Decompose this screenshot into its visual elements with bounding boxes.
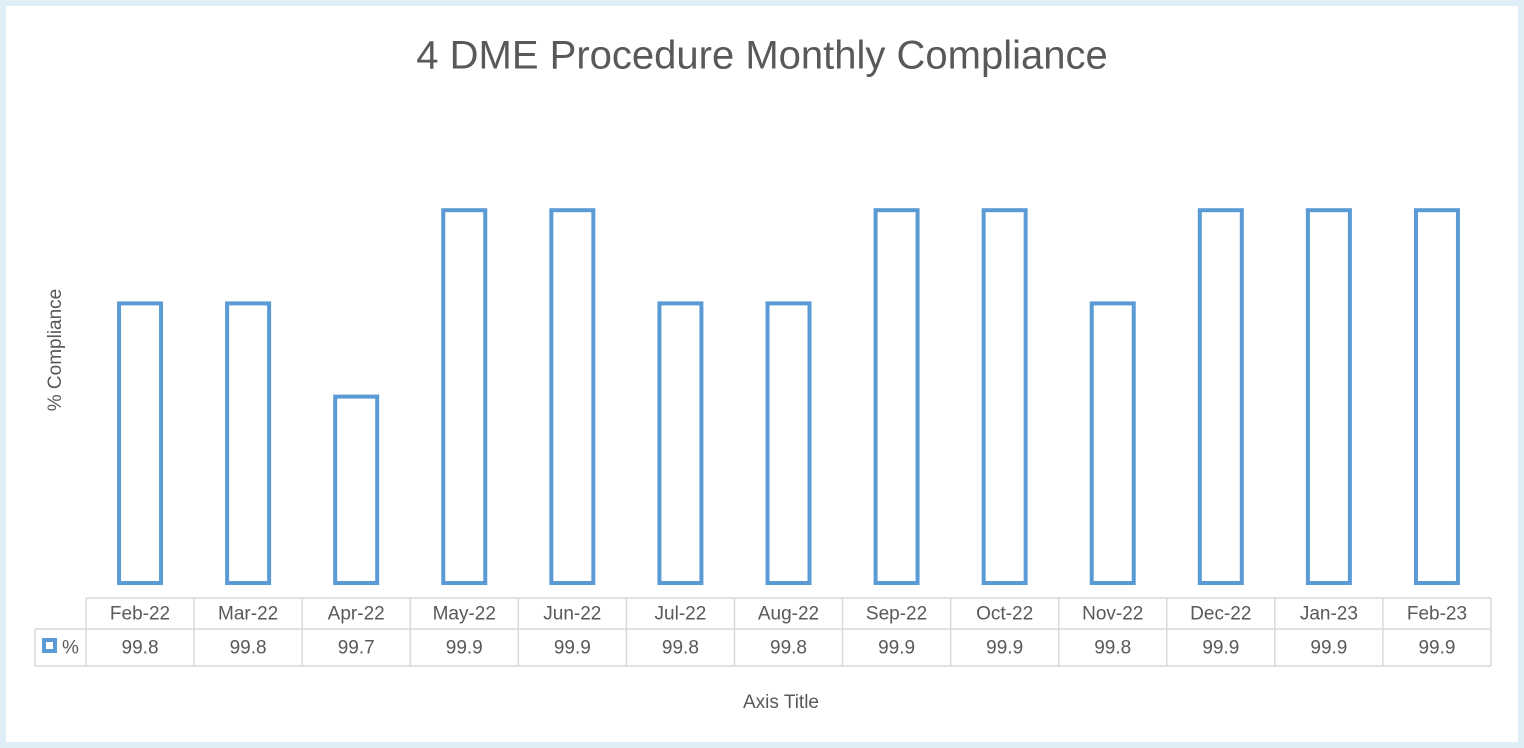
x-tick-label: May-22: [433, 604, 496, 625]
bar: [117, 301, 164, 585]
data-table-value: 99.8: [662, 638, 699, 659]
x-tick-label: Jul-22: [655, 604, 707, 625]
data-table-value: 99.8: [1094, 638, 1131, 659]
x-tick-label: Feb-23: [1407, 604, 1467, 625]
x-tick-label: Jan-23: [1300, 604, 1358, 625]
data-table-value: 99.9: [986, 638, 1023, 659]
bar: [1305, 208, 1352, 585]
bar: [441, 208, 488, 585]
x-tick-label: Jun-22: [543, 604, 601, 625]
x-axis-title: Axis Title: [743, 692, 819, 713]
x-tick-label: Nov-22: [1082, 604, 1143, 625]
data-table-value: 99.9: [1202, 638, 1239, 659]
data-table-value: 99.8: [122, 638, 159, 659]
data-table-value: 99.7: [338, 638, 375, 659]
x-tick-label: Mar-22: [218, 604, 278, 625]
y-axis-title: % Compliance: [45, 289, 66, 412]
data-table-value: 99.9: [554, 638, 591, 659]
bar: [1197, 208, 1244, 585]
x-tick-label: Feb-22: [110, 604, 170, 625]
bar: [765, 301, 812, 585]
x-tick-label: Sep-22: [866, 604, 927, 625]
chart-title: 4 DME Procedure Monthly Compliance: [416, 34, 1107, 78]
legend-label: %: [62, 638, 79, 659]
bar: [225, 301, 272, 585]
bar: [981, 208, 1028, 585]
data-table-value: 99.9: [878, 638, 915, 659]
x-tick-label: Dec-22: [1190, 604, 1251, 625]
bar: [1089, 301, 1136, 585]
data-table-value: 99.8: [770, 638, 807, 659]
bar: [873, 208, 920, 585]
x-tick-label: Oct-22: [976, 604, 1033, 625]
x-tick-label: Aug-22: [758, 604, 819, 625]
data-table-value: 99.8: [230, 638, 267, 659]
legend-key: [42, 638, 57, 653]
data-table-value: 99.9: [446, 638, 483, 659]
bar: [657, 301, 704, 585]
bar: [333, 394, 380, 585]
bar: [1413, 208, 1460, 585]
bar: [549, 208, 596, 585]
x-tick-label: Apr-22: [328, 604, 385, 625]
data-table-value: 99.9: [1310, 638, 1347, 659]
data-table-value: 99.9: [1418, 638, 1455, 659]
